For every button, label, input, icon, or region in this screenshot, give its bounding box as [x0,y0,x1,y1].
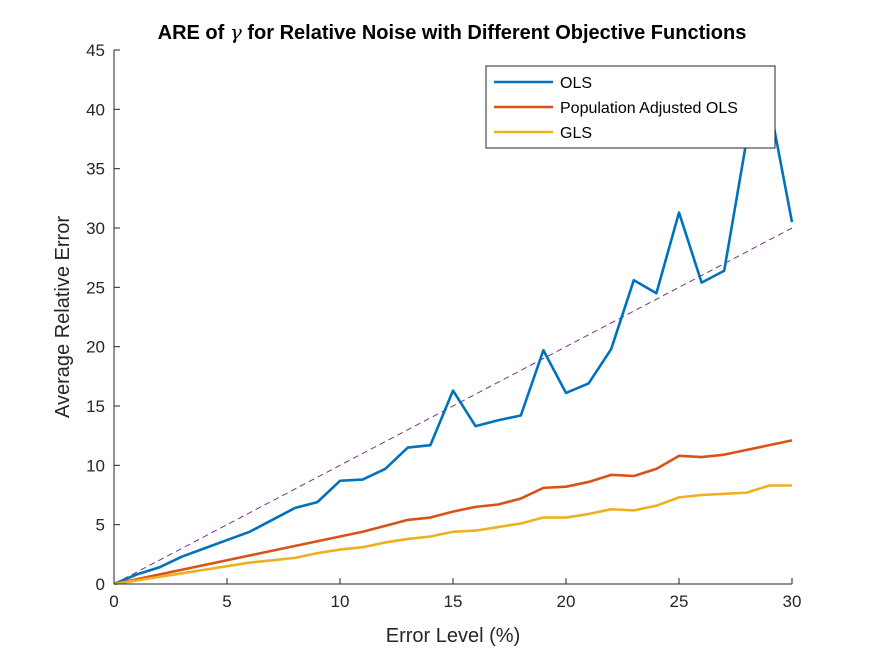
y-tick-label: 5 [96,516,105,535]
legend: OLS Population Adjusted OLS GLS [485,65,776,149]
chart-title: ARE of γ for Relative Noise with Differe… [158,20,747,44]
y-tick-label: 20 [86,338,105,357]
legend-items: OLS Population Adjusted OLS GLS [494,75,738,142]
x-tick-label: 30 [783,592,802,611]
x-tick-label: 0 [109,592,118,611]
x-axis-label: Error Level (%) [386,625,520,647]
y-tick-label: 25 [86,278,105,297]
reference-line [113,227,793,585]
series-line-population-adjusted-ols [113,439,793,586]
chart-title-suffix: for Relative Noise with Different Object… [242,22,747,44]
chart-title-symbol: γ [230,20,242,44]
legend-label-ols: OLS [560,75,592,92]
x-tick-label: 10 [331,592,350,611]
series-layer [113,102,794,586]
ticks-layer: 0 5 10 15 20 25 30 0 5 10 15 20 25 30 35 40 45 [86,41,801,611]
x-tick-label: 5 [222,592,231,611]
x-tick-label: 20 [557,592,576,611]
legend-label-gls: GLS [560,125,592,142]
y-tick-label: 10 [86,456,105,475]
y-tick-label: 30 [86,219,105,238]
legend-label-population-adjusted-ols: Population Adjusted OLS [560,100,738,117]
y-tick-label: 35 [86,160,105,179]
series-line-ols [113,102,794,586]
y-tick-label: 0 [96,575,105,594]
series-line-gls [113,484,792,586]
x-tick-label: 15 [444,592,463,611]
x-tick-label: 25 [670,592,689,611]
chart-title-prefix: ARE of [158,22,230,44]
y-axis-label: Average Relative Error [52,216,74,418]
y-tick-label: 15 [86,397,105,416]
y-tick-label: 45 [86,41,105,60]
y-tick-label: 40 [86,100,105,119]
